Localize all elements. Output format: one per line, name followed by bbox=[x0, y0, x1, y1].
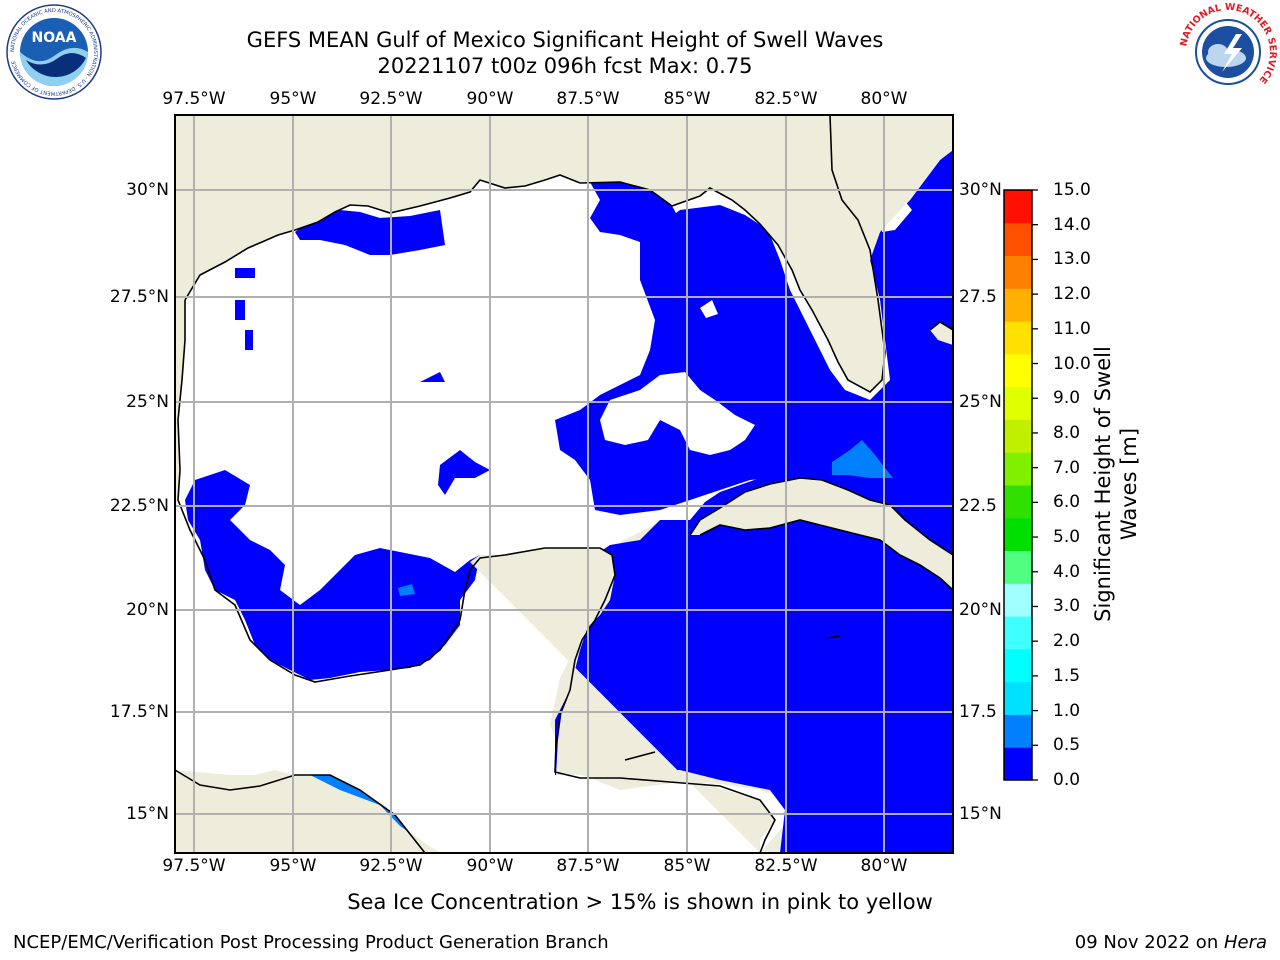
sea-ice-note: Sea Ice Concentration > 15% is shown in … bbox=[347, 890, 933, 914]
lon-label-bottom: 82.5°W bbox=[754, 856, 818, 876]
lon-label-top: 97.5°W bbox=[162, 89, 226, 109]
lat-label-left: 17.5°N bbox=[109, 702, 169, 722]
lat-label-right: 15°N bbox=[959, 804, 1002, 824]
colorbar-label: Significant Height of Swell Waves [m] bbox=[1091, 346, 1141, 622]
lon-label-bottom: 80°W bbox=[860, 856, 908, 876]
lon-label-top: 80°W bbox=[860, 89, 908, 109]
colorbar-tick-label: 1.5 bbox=[1053, 665, 1081, 686]
lon-label-top: 92.5°W bbox=[359, 89, 423, 109]
lon-label-top: 90°W bbox=[466, 89, 514, 109]
swell-field-texas-small bbox=[235, 268, 255, 278]
colorbar-tick-label: 0.5 bbox=[1053, 735, 1081, 756]
lon-label-bottom: 90°W bbox=[466, 856, 514, 876]
plot-title: GEFS MEAN Gulf of Mexico Significant Hei… bbox=[246, 28, 884, 52]
colorbar-tick-label: 13.0 bbox=[1053, 249, 1091, 270]
colorbar-tick-label: 0.0 bbox=[1053, 770, 1081, 790]
colorbar-tick-label: 2.0 bbox=[1053, 631, 1081, 652]
lon-label-bottom: 97.5°W bbox=[162, 856, 226, 876]
lat-label-left: 25°N bbox=[126, 392, 169, 412]
colorbar-tick-label: 10.0 bbox=[1053, 353, 1091, 374]
lat-label-left: 22.5°N bbox=[109, 496, 169, 516]
map-frame bbox=[174, 114, 954, 854]
gap-east-2 bbox=[700, 300, 718, 318]
lat-label-right: 25°N bbox=[959, 392, 1002, 412]
lon-label-top: 85°W bbox=[663, 89, 711, 109]
nws-logo: NATIONAL WEATHER SERVICE bbox=[1178, 2, 1278, 100]
lat-label-right: 17.5 bbox=[959, 702, 997, 722]
colorbar-tick-label: 8.0 bbox=[1053, 422, 1081, 443]
gap-east-1 bbox=[600, 372, 755, 455]
lat-label-left: 20°N bbox=[126, 600, 169, 620]
lat-label-right: 20°N bbox=[959, 600, 1002, 620]
colorbar-tick-label: 9.0 bbox=[1053, 388, 1081, 409]
noaa-logo: NATIONAL OCEANIC AND ATMOSPHERIC ADMINIS… bbox=[6, 4, 102, 100]
swell-field-yucatan-edge bbox=[438, 450, 490, 495]
lon-label-bottom: 85°W bbox=[663, 856, 711, 876]
plot-subtitle: 20221107 t00z 096h fcst Max: 0.75 bbox=[377, 54, 753, 78]
swell-field-central-dot bbox=[420, 372, 445, 382]
colorbar-tick-label: 15.0 bbox=[1053, 180, 1091, 200]
swell-field-bay-of-campeche bbox=[185, 470, 480, 680]
graticule bbox=[175, 115, 953, 853]
swell-field-texas-small-2 bbox=[235, 300, 245, 320]
land-us-gulf-coast bbox=[175, 115, 832, 520]
credit-date: 09 Nov 2022 on bbox=[1074, 932, 1224, 953]
colorbar-tick-label: 5.0 bbox=[1053, 527, 1081, 548]
colorbar-tick-label: 12.0 bbox=[1053, 284, 1091, 305]
credit-branch: NCEP/EMC/Verification Post Processing Pr… bbox=[13, 932, 609, 953]
lon-label-bottom: 92.5°W bbox=[359, 856, 423, 876]
colorbar-tick-label: 1.0 bbox=[1053, 700, 1081, 721]
lat-label-right: 22.5 bbox=[959, 496, 997, 516]
swell-patch-campeche bbox=[398, 584, 415, 596]
swell-field-north-coast bbox=[295, 210, 445, 255]
land-florida bbox=[745, 115, 953, 392]
noaa-logo-text: NOAA bbox=[32, 30, 77, 46]
lon-label-top: 95°W bbox=[269, 89, 317, 109]
credit-date-host: 09 Nov 2022 on Hera bbox=[1075, 932, 1267, 953]
lat-label-right: 27.5 bbox=[959, 287, 997, 307]
lat-label-left: 27.5°N bbox=[109, 287, 169, 307]
credit-host: Hera bbox=[1223, 932, 1267, 953]
lat-label-right: 30°N bbox=[959, 180, 1002, 200]
lon-label-top: 87.5°W bbox=[556, 89, 620, 109]
swell-field-west-dot bbox=[245, 330, 253, 350]
colorbar-tick-label: 7.0 bbox=[1053, 457, 1081, 478]
colorbar-tick-label: 3.0 bbox=[1053, 596, 1081, 617]
lon-label-bottom: 87.5°W bbox=[556, 856, 620, 876]
lon-label-bottom: 95°W bbox=[269, 856, 317, 876]
lat-label-left: 15°N bbox=[126, 804, 169, 824]
lon-label-top: 82.5°W bbox=[754, 89, 818, 109]
colorbar-tick-label: 4.0 bbox=[1053, 561, 1081, 582]
colorbar-tick-label: 14.0 bbox=[1053, 214, 1091, 235]
swell-patch-straits bbox=[832, 440, 893, 478]
land-bahamas bbox=[930, 322, 953, 345]
colorbar-tick-label: 11.0 bbox=[1053, 318, 1091, 339]
colorbar-tick-label: 6.0 bbox=[1053, 492, 1081, 513]
lat-label-left: 30°N bbox=[126, 180, 169, 200]
